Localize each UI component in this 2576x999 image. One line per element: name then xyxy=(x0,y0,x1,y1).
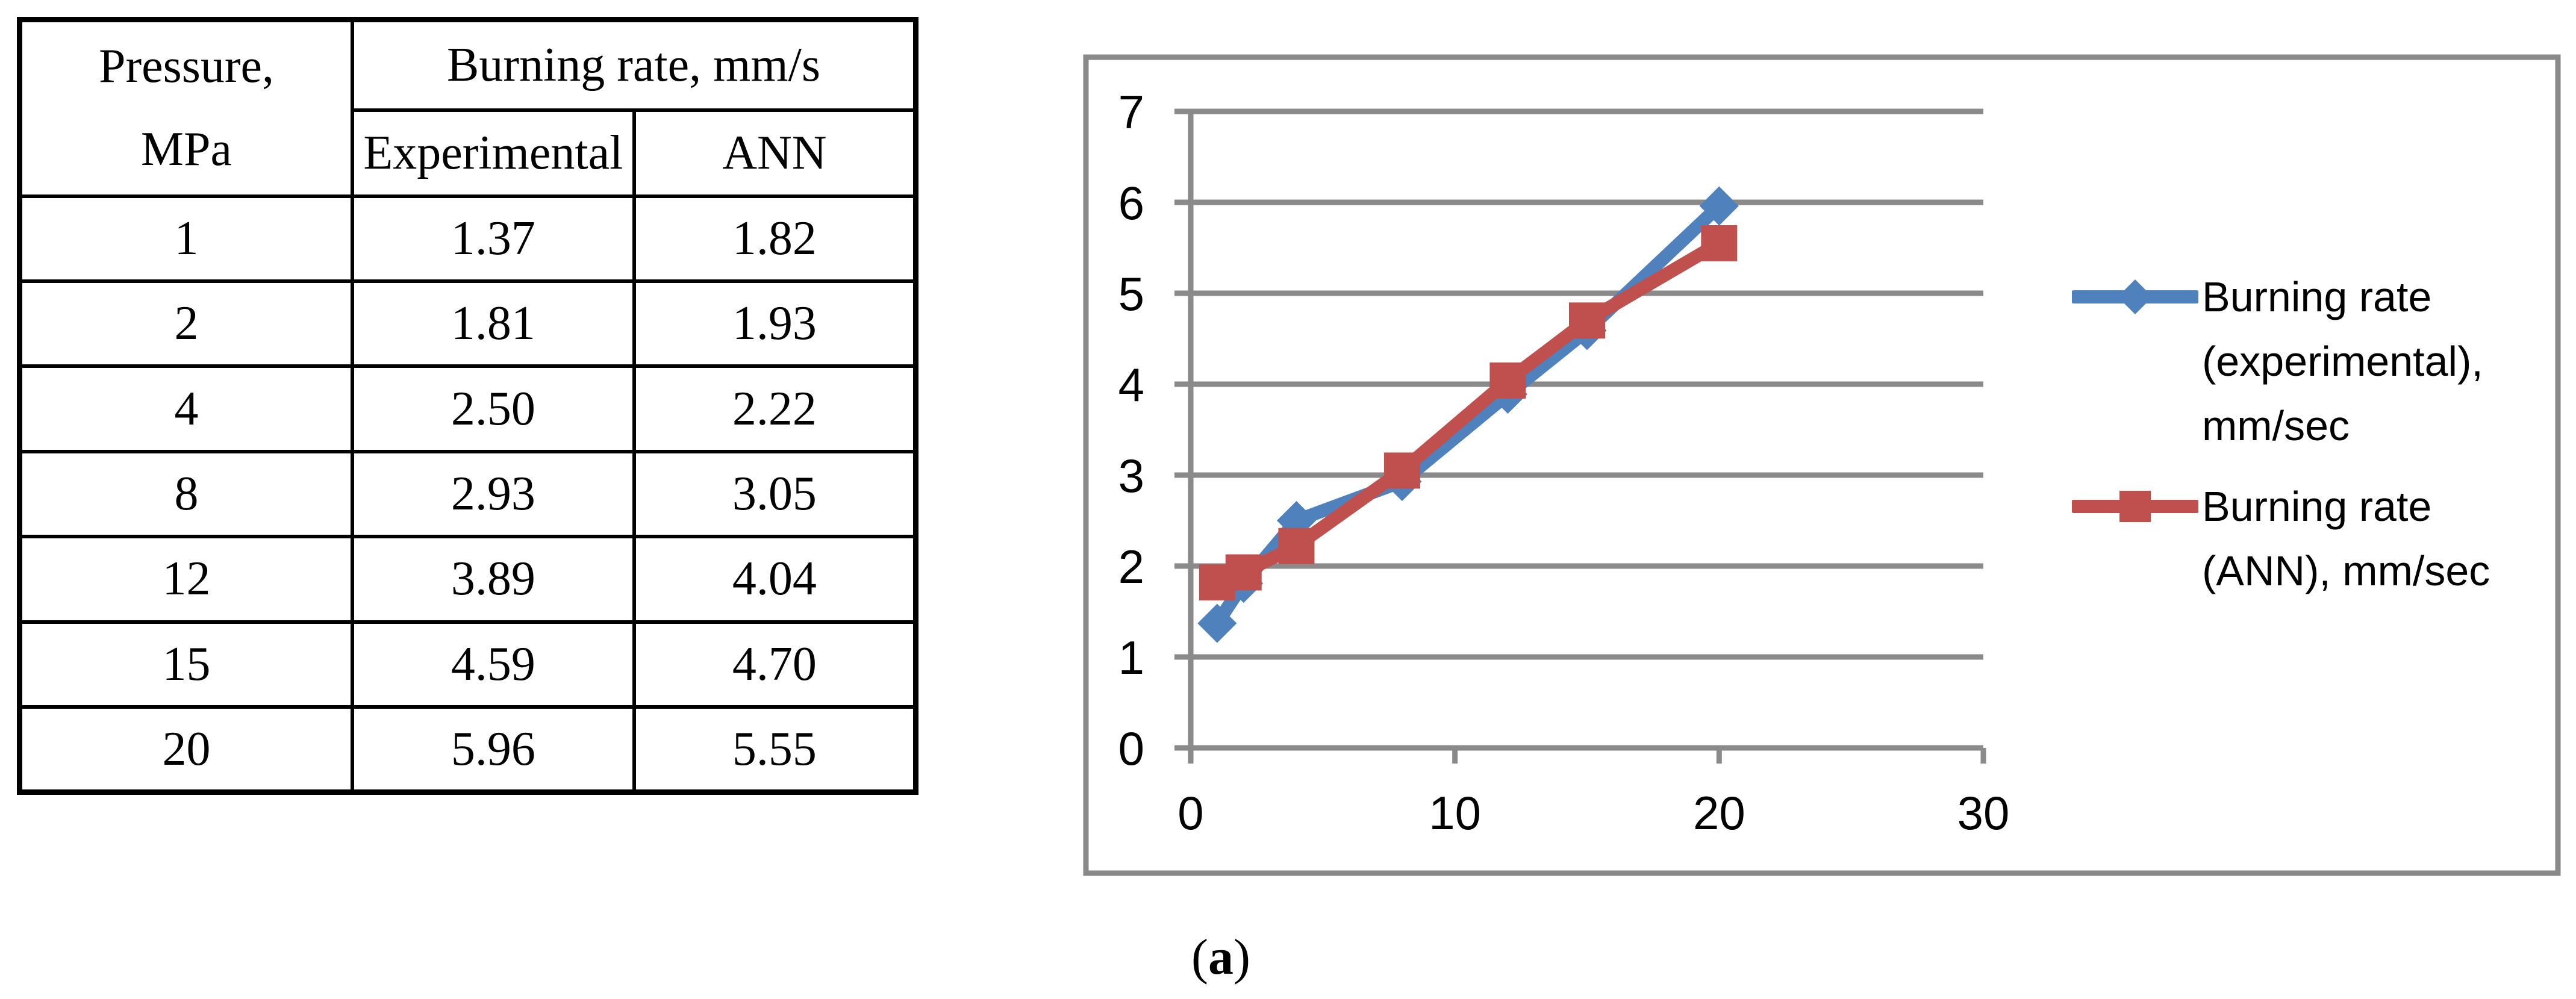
table-cell: 2.50 xyxy=(351,364,636,453)
table-cell: 1.82 xyxy=(632,194,918,283)
caption-close-paren: ) xyxy=(1233,929,1250,985)
chart-y-tick-label: 0 xyxy=(1118,722,1144,775)
table-cell: 4.70 xyxy=(632,620,918,709)
chart-border xyxy=(1083,54,2561,876)
caption-letter: a xyxy=(1208,929,1233,985)
legend-entry-experimental: Burning rate (experimental), mm/sec xyxy=(2072,265,2539,458)
chart-point-diamond xyxy=(1197,603,1237,643)
table-cell: 12 xyxy=(17,535,354,624)
diamond-marker-icon xyxy=(2118,279,2153,314)
chart-y-tick-label: 6 xyxy=(1118,176,1144,229)
table-row: 12 3.89 4.04 xyxy=(17,535,918,624)
table-cell: 8 xyxy=(17,449,354,539)
chart-y-tick-label: 7 xyxy=(1118,86,1144,138)
table-row: 4 2.50 2.22 xyxy=(17,364,918,453)
table-cell: 1.81 xyxy=(351,279,636,369)
table-header-experimental: Experimental xyxy=(351,108,636,198)
table-cell: 1.37 xyxy=(351,194,636,283)
table-header-ann: ANN xyxy=(632,108,918,198)
table-header-pressure-line1: Pressure, xyxy=(98,40,275,93)
chart-y-tick-label: 5 xyxy=(1118,267,1144,320)
legend-marker-ann-square-icon xyxy=(2072,491,2198,522)
chart-point-square xyxy=(1489,362,1526,399)
chart-point-square xyxy=(1383,452,1420,489)
table-row: 8 2.93 3.05 xyxy=(17,449,918,539)
chart-plot-area: 0 10 20 30 0 1 2 3 4 5 6 7 xyxy=(1118,86,2010,839)
table-row: 20 5.96 5.55 xyxy=(17,705,918,794)
table-cell: 1 xyxy=(17,194,354,283)
chart-x-tick-label: 10 xyxy=(1429,786,1481,839)
legend-marker-experimental-diamond-icon xyxy=(2072,279,2198,314)
data-table: Pressure, MPa Burning rate, mm/s Experim… xyxy=(17,17,918,795)
table-cell: 2.22 xyxy=(632,364,918,453)
chart-point-square xyxy=(1225,554,1262,591)
chart-x-tick-label: 20 xyxy=(1693,786,1745,839)
table-cell: 2.93 xyxy=(351,449,636,539)
chart-y-tick-label: 2 xyxy=(1118,540,1144,593)
figure-caption: (a) xyxy=(1106,932,1335,983)
table-cell: 4.04 xyxy=(632,535,918,624)
table-header-pressure: Pressure, MPa xyxy=(17,17,354,198)
square-marker-icon xyxy=(2119,491,2151,522)
chart-point-square xyxy=(1701,225,1738,261)
chart-point-diamond xyxy=(1699,186,1739,226)
table-cell: 5.96 xyxy=(351,705,636,794)
table-cell: 5.55 xyxy=(632,705,918,794)
chart-y-tick-label: 1 xyxy=(1118,631,1144,684)
caption-open-paren: ( xyxy=(1191,929,1208,985)
legend-label-experimental: Burning rate (experimental), mm/sec xyxy=(2202,273,2483,449)
table-body: 1 1.37 1.82 2 1.81 1.93 4 2.50 2.22 8 2.93 3.05 12 3.… xyxy=(17,194,918,794)
chart-point-square xyxy=(1278,528,1315,564)
legend-label-ann: Burning rate (ANN), mm/sec xyxy=(2202,483,2490,594)
chart-point-square xyxy=(1569,302,1605,339)
table-row: 15 4.59 4.70 xyxy=(17,620,918,709)
table-cell: 15 xyxy=(17,620,354,709)
legend-entry-ann: Burning rate (ANN), mm/sec xyxy=(2072,475,2539,603)
table-header-pressure-line2: MPa xyxy=(140,122,232,176)
table-cell: 4.59 xyxy=(351,620,636,709)
table-cell: 3.05 xyxy=(632,449,918,539)
chart-x-tick-label: 0 xyxy=(1177,786,1203,839)
chart-y-tick-label: 4 xyxy=(1118,358,1144,411)
table-header-burning-rate: Burning rate, mm/s xyxy=(351,17,918,112)
table-cell: 20 xyxy=(17,705,354,794)
chart-y-tick-label: 3 xyxy=(1118,449,1144,502)
table-header: Pressure, MPa Burning rate, mm/s Experim… xyxy=(17,17,918,198)
table-row: 2 1.81 1.93 xyxy=(17,279,918,369)
table-cell: 4 xyxy=(17,364,354,453)
chart-x-tick-label: 30 xyxy=(1957,786,2010,839)
table-cell: 2 xyxy=(17,279,354,369)
table-row: 1 1.37 1.82 xyxy=(17,194,918,283)
table-cell: 3.89 xyxy=(351,535,636,624)
table-cell: 1.93 xyxy=(632,279,918,369)
